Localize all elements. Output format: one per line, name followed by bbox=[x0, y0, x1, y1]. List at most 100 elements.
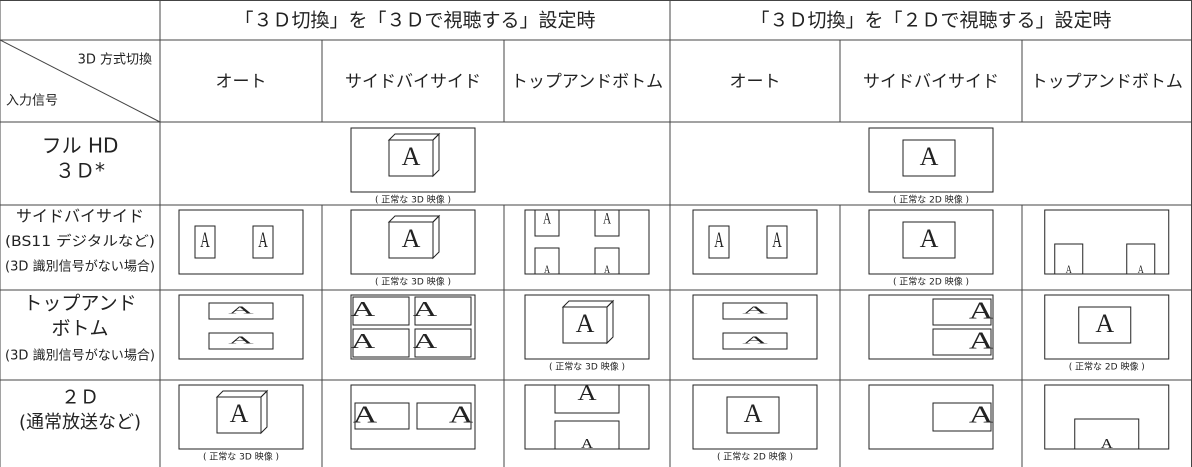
picture-glyph: A bbox=[258, 228, 268, 252]
picture-glyph: A bbox=[413, 330, 438, 354]
picture-box bbox=[194, 225, 216, 259]
row-label: (BS11 デジタルなど) bbox=[5, 233, 155, 250]
picture-caption: ( 正常な 3D 映像 ) bbox=[375, 276, 451, 288]
picture: A A A A bbox=[524, 209, 650, 276]
picture-box bbox=[350, 294, 476, 360]
row-label: (3D 識別信号がない場合) bbox=[5, 260, 155, 275]
picture: A ( 正常な 2D 映像 ) bbox=[692, 384, 818, 463]
picture-glyph: A bbox=[604, 263, 610, 276]
picture-depth bbox=[260, 389, 268, 435]
picture-box bbox=[932, 402, 992, 432]
picture: A ( 正常な 2D 映像 ) bbox=[868, 209, 994, 288]
picture-glyph: A bbox=[577, 381, 597, 405]
picture-glyph: A bbox=[742, 334, 768, 346]
picture-caption: ( 正常な 3D 映像 ) bbox=[203, 451, 279, 463]
picture-box bbox=[178, 384, 304, 450]
picture-glyph: A bbox=[544, 263, 550, 276]
picture-glyph: A bbox=[402, 142, 421, 171]
picture-glyph: A bbox=[714, 228, 724, 252]
picture-glyph: A bbox=[1138, 263, 1144, 276]
picture-box bbox=[902, 221, 956, 259]
picture-box bbox=[692, 384, 818, 450]
picture-glyph: A bbox=[969, 328, 993, 354]
column-header: オート bbox=[216, 72, 267, 92]
picture-box bbox=[722, 332, 788, 350]
picture-glyph: A bbox=[413, 298, 438, 322]
row-label: ボトム bbox=[51, 318, 108, 340]
picture-glyph: A bbox=[230, 399, 249, 428]
picture-glyph: A bbox=[200, 228, 210, 252]
picture-box bbox=[352, 328, 410, 358]
picture-glyph: A bbox=[603, 210, 611, 227]
picture-glyph: A bbox=[228, 304, 254, 316]
picture-caption: ( 正常な 2D 映像 ) bbox=[1069, 361, 1145, 373]
picture-glyph: A bbox=[969, 298, 993, 324]
picture-depth bbox=[432, 214, 440, 260]
picture-glyph: A bbox=[742, 304, 768, 316]
picture-box bbox=[692, 294, 818, 360]
row-label: (3D 識別信号がない場合) bbox=[5, 349, 155, 364]
picture-box bbox=[352, 296, 410, 326]
picture-box bbox=[932, 328, 992, 356]
picture-depth bbox=[387, 215, 441, 223]
picture: AA bbox=[178, 294, 304, 360]
picture-caption: ( 正常な 2D 映像 ) bbox=[893, 194, 969, 206]
picture-box bbox=[722, 302, 788, 320]
picture-glyph: A bbox=[581, 436, 594, 451]
picture-box bbox=[1074, 418, 1140, 450]
picture-glyph: A bbox=[1095, 309, 1114, 338]
corner-bottom: 入力信号 bbox=[6, 94, 58, 109]
column-header: サイドバイサイド bbox=[863, 72, 999, 92]
picture: A ( 正常な 3D 映像 ) bbox=[350, 127, 476, 206]
row-label: フル HD bbox=[42, 134, 119, 158]
picture-box bbox=[1044, 209, 1170, 275]
picture-glyph: A bbox=[1101, 436, 1114, 451]
picture-box bbox=[524, 209, 650, 275]
picture-box bbox=[692, 209, 818, 275]
picture: AA bbox=[868, 294, 994, 360]
picture-box bbox=[414, 296, 472, 326]
picture-glyph: A bbox=[1066, 263, 1072, 276]
picture: A ( 正常な 3D 映像 ) bbox=[178, 384, 304, 463]
picture-box bbox=[350, 209, 476, 275]
picture-glyph: A bbox=[744, 399, 763, 428]
column-header: トップアンドボトム bbox=[1031, 72, 1183, 92]
picture-glyph: A bbox=[969, 402, 993, 428]
picture-box bbox=[594, 209, 620, 237]
picture: A bbox=[1044, 384, 1170, 452]
picture-box bbox=[932, 298, 992, 326]
rule bbox=[0, 39, 161, 123]
row-label: ２Ｄ bbox=[61, 387, 99, 409]
picture-box bbox=[1044, 294, 1170, 360]
picture-depth bbox=[432, 132, 440, 178]
picture-caption: ( 正常な 2D 映像 ) bbox=[893, 276, 969, 288]
picture-glyph: A bbox=[353, 402, 377, 428]
picture-box bbox=[726, 396, 780, 434]
picture-box bbox=[554, 384, 620, 414]
picture: A ( 正常な 3D 映像 ) bbox=[350, 209, 476, 288]
picture-glyph: A bbox=[543, 210, 551, 227]
picture-box bbox=[554, 420, 620, 450]
column-header: サイドバイサイド bbox=[345, 72, 481, 92]
picture-box bbox=[868, 127, 994, 193]
picture-box bbox=[414, 328, 472, 358]
picture-box bbox=[178, 209, 304, 275]
picture-glyph: A bbox=[351, 298, 376, 322]
row-label: トップアンド bbox=[23, 293, 136, 315]
picture-caption: ( 正常な 3D 映像 ) bbox=[549, 361, 625, 373]
row-label: (通常放送など) bbox=[19, 412, 141, 433]
picture: A ( 正常な 2D 映像 ) bbox=[1044, 294, 1170, 373]
picture-box bbox=[178, 294, 304, 360]
picture-glyph: A bbox=[772, 228, 782, 252]
picture-depth bbox=[387, 133, 441, 141]
group-title: 「３Ｄ切換」を「２Ｄで視聴する」設定時 bbox=[750, 10, 1111, 32]
picture: A ( 正常な 2D 映像 ) bbox=[868, 127, 994, 206]
picture: A AA A bbox=[350, 294, 476, 360]
picture-box bbox=[1054, 243, 1084, 275]
picture-glyph: A bbox=[228, 334, 254, 346]
picture: AA bbox=[692, 294, 818, 360]
picture: AA bbox=[524, 381, 650, 452]
picture-glyph: A bbox=[920, 224, 939, 253]
